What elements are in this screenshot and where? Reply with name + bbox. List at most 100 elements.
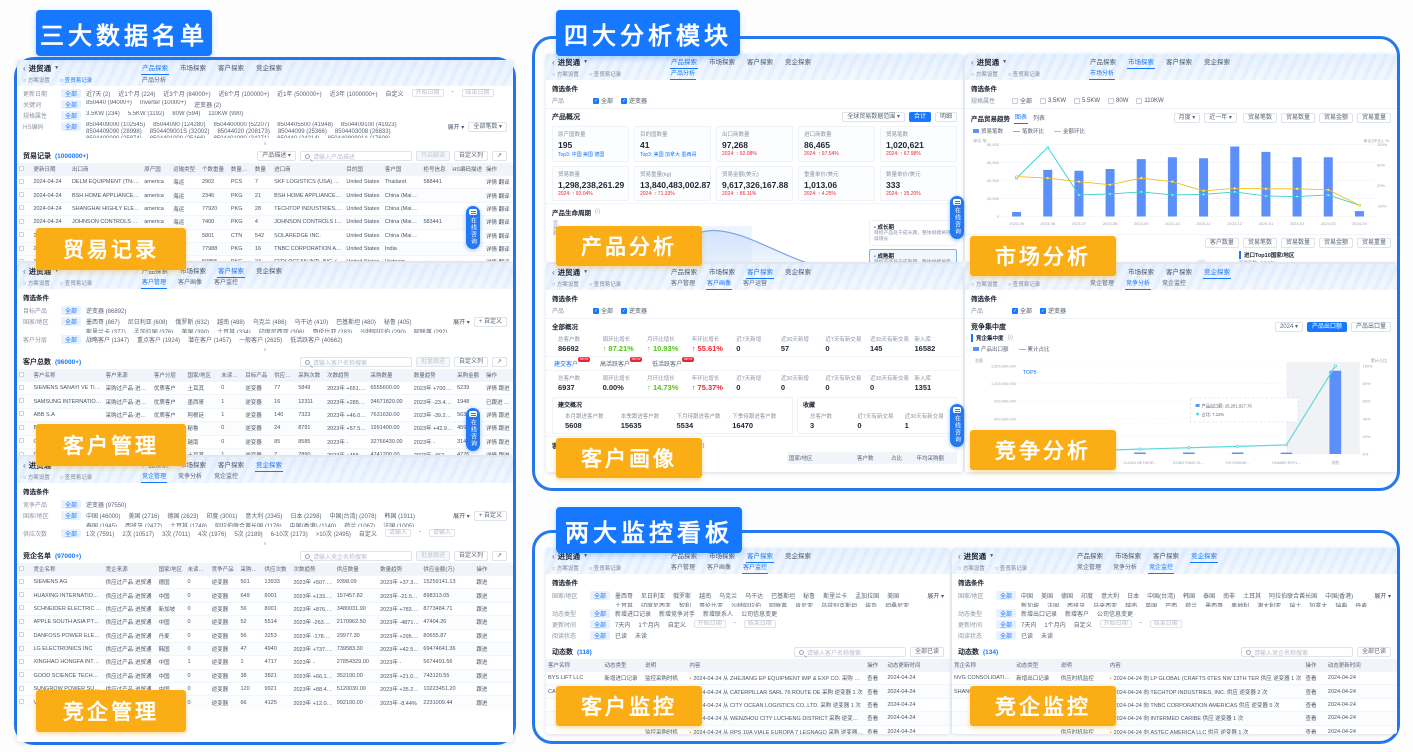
table-cell[interactable]: 649 xyxy=(238,588,263,603)
table-cell[interactable]: 1 xyxy=(238,655,263,670)
table-cell[interactable]: 查看 xyxy=(1303,697,1326,712)
nav-tab[interactable]: 竞企探索 xyxy=(785,59,811,66)
table-cell[interactable]: 52 xyxy=(238,615,263,629)
filter-option[interactable]: 哥伦比亚 xyxy=(699,604,724,607)
column-header[interactable]: 操作 xyxy=(865,659,886,672)
table-cell[interactable]: 0 xyxy=(185,681,210,696)
table-cell[interactable]: 3821 xyxy=(262,668,292,683)
sub-tab[interactable]: 客户运营 xyxy=(743,281,768,287)
sub-tab[interactable]: 竞企管理 xyxy=(1077,565,1102,571)
filter-option[interactable]: 中国(香港) xyxy=(1325,594,1354,600)
online-service-button[interactable]: 在线咨询 xyxy=(950,404,964,447)
chevron-down-icon[interactable]: ▼ xyxy=(54,268,60,274)
tab-chart-view[interactable]: 图表 xyxy=(1014,112,1029,124)
filter-all-chip[interactable]: 全部 xyxy=(590,631,611,640)
export-volume-button[interactable]: 产品出口量 xyxy=(1350,322,1391,332)
nav-tab[interactable]: 产品探索 xyxy=(141,61,169,75)
filter-option[interactable]: 重点客户 (1924) xyxy=(137,338,181,344)
year-select[interactable]: 2024 ▾ xyxy=(1274,322,1303,332)
filter-option[interactable]: 韩国 (1911) xyxy=(384,514,416,520)
filter-option[interactable]: 1次 (7591) xyxy=(86,532,115,538)
filter-option[interactable]: 85044090901A (17608) xyxy=(328,136,391,138)
filter-option[interactable]: 逆变器 (97550) xyxy=(86,503,127,509)
filter-option[interactable]: 印度尼西亚 xyxy=(641,604,672,607)
row-checkbox[interactable] xyxy=(17,228,32,243)
filter-option[interactable]: 近7天 (2) xyxy=(86,92,111,98)
nav-tab[interactable]: 竞企探索 xyxy=(1203,265,1231,279)
range-select[interactable]: 近一年 ▾ xyxy=(1204,113,1237,123)
row-checkbox[interactable] xyxy=(17,681,32,696)
nav-tab[interactable]: 市场探索 xyxy=(1127,55,1155,69)
metric-button[interactable]: 贸易重量 xyxy=(1356,113,1391,123)
expand-toggle[interactable]: 展开 ▾ xyxy=(453,320,470,326)
search-input[interactable]: 请输入客户名称搜索 xyxy=(793,647,906,657)
table-row[interactable]: LG ELECTRONICS INC 供应过产品·进贸通 韩国 0 逆变器 47 4940 2… xyxy=(17,641,513,656)
row-checkbox[interactable] xyxy=(17,380,32,395)
table-cell[interactable]: 查看 xyxy=(1303,724,1326,734)
select-all-checkbox[interactable] xyxy=(17,369,32,382)
table-row[interactable]: 供应时机监控2024-04-24 向 ASTEC AMERICA LLC 供应 … xyxy=(952,724,1397,734)
table-row[interactable]: XINGHAO HONGFA INTERNATIONA供应过产品·进贸通中国1逆… xyxy=(17,655,513,670)
row-checkbox[interactable] xyxy=(17,641,32,656)
select-all-checkbox[interactable] xyxy=(17,163,32,176)
filter-all-chip[interactable]: 全部 xyxy=(996,609,1017,618)
table-row[interactable]: 监控采购时机2024-04-24 从 RPS 10A VIALE EUROPA … xyxy=(546,724,950,734)
nav-tab[interactable]: 竞企探索 xyxy=(255,458,283,472)
nav-tab[interactable]: 客户探索 xyxy=(218,65,244,72)
table-cell[interactable]: 8585 xyxy=(296,434,326,449)
filter-option[interactable]: 8504400000 (52207) xyxy=(213,122,270,128)
column-header[interactable]: 采购金额 xyxy=(455,369,484,382)
header-link[interactable]: ○ 方案设置 xyxy=(552,566,579,572)
table-cell[interactable]: 0 xyxy=(185,628,210,643)
metric-button[interactable]: 贸易数量 xyxy=(1280,113,1315,123)
column-header[interactable]: 个数重量 xyxy=(199,163,229,176)
column-header[interactable]: 供应数量 xyxy=(334,563,379,576)
detail-button[interactable]: 明细 xyxy=(934,112,957,122)
metric-button[interactable]: 贸易金额 xyxy=(1318,113,1353,123)
metric-button[interactable]: 贸易金额 xyxy=(1318,238,1353,248)
filter-option[interactable]: 未读 xyxy=(635,634,648,640)
filter-option[interactable]: 泰国 (1945) xyxy=(86,524,118,527)
table-cell[interactable]: 0 xyxy=(219,380,244,395)
column-header[interactable]: 供应次数 xyxy=(262,563,292,576)
search-input[interactable]: 请输入竞企名称搜索 xyxy=(299,551,412,561)
table-cell[interactable]: 查看 xyxy=(865,697,886,712)
filter-all-chip[interactable]: 全部 xyxy=(61,511,82,520)
row-checkbox[interactable] xyxy=(17,601,32,616)
header-link[interactable]: ○ 方案设置 xyxy=(552,72,579,78)
header-link[interactable]: ○ 方案设置 xyxy=(958,566,985,572)
filter-option[interactable]: 越南 xyxy=(699,594,712,600)
table-cell[interactable]: 0 xyxy=(185,588,210,603)
filter-option[interactable]: 阿拉伯联合酋长国 xyxy=(1269,594,1318,600)
column-header[interactable]: 客户数 xyxy=(855,452,889,464)
filter-option[interactable]: 韩国 xyxy=(1183,594,1196,600)
column-header[interactable]: 次数趋势 xyxy=(291,563,335,576)
filter-option[interactable]: 孟加拉国 (376) xyxy=(133,330,174,333)
column-header[interactable]: 数量趋势 xyxy=(411,369,456,382)
table-cell[interactable]: 查看 xyxy=(865,711,886,725)
back-icon[interactable]: ‹ xyxy=(552,57,555,67)
row-checkbox[interactable] xyxy=(17,434,32,449)
nav-tab[interactable]: 客户探索 xyxy=(746,265,774,279)
brand-block[interactable]: ‹进贸通▼ xyxy=(23,63,141,74)
table-cell[interactable]: 1 xyxy=(219,447,244,455)
filter-option[interactable]: 7天内 xyxy=(615,623,631,629)
header-link[interactable]: ○ 查贸易记录 xyxy=(59,281,93,287)
nav-tab[interactable]: 客户探索 xyxy=(1166,59,1192,66)
brand-block[interactable]: ‹进贸通▼ xyxy=(552,551,670,562)
data-range-select[interactable]: 全球贸易数据范围 ▾ xyxy=(842,112,905,122)
brand-block[interactable]: ‹进贸通▼ xyxy=(552,57,670,68)
column-header[interactable]: 说明 xyxy=(1058,659,1108,672)
brand-block[interactable]: ‹进贸通▼ xyxy=(971,57,1089,68)
read-all-button[interactable]: 全部已读 xyxy=(909,647,944,657)
fullscreen-icon[interactable]: ↗ xyxy=(491,551,507,561)
row-checkbox[interactable] xyxy=(17,394,32,409)
filter-all-chip[interactable]: 全部 xyxy=(590,620,611,629)
filter-all-chip[interactable]: 全部 xyxy=(61,335,82,344)
nav-tab[interactable]: 竞企探索 xyxy=(785,269,811,276)
filter-option[interactable]: 德国 (2623) xyxy=(167,514,199,520)
filter-option[interactable]: 新增进口记录 xyxy=(615,612,652,618)
nav-tab[interactable]: 市场探索 xyxy=(1115,553,1141,560)
sub-tab[interactable]: 竞企管理 xyxy=(141,471,168,483)
